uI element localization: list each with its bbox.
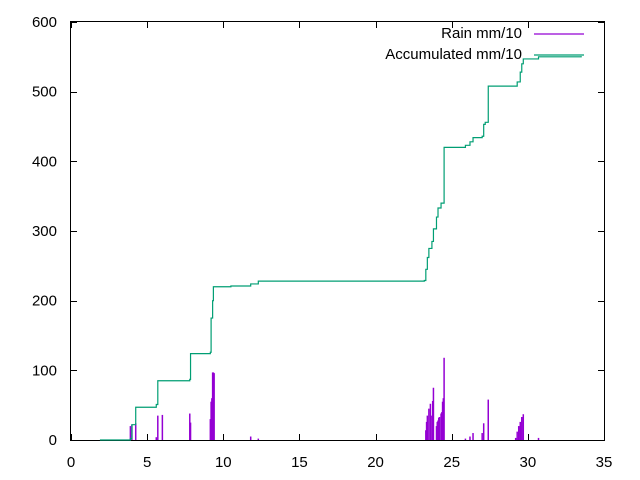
axis-ticks [71,22,605,441]
plot-frame [70,21,605,441]
y-tick-label: 400 [32,153,57,170]
x-tick-label: 35 [596,454,613,471]
axis-tick-labels: 0 5 10 15 20 25 30 35 0 100 200 300 400 500 600 [32,14,612,471]
legend-label-rain: Rain mm/10 [441,25,522,42]
y-tick-label: 300 [32,223,57,240]
rain-series [129,357,540,440]
x-tick-label: 30 [520,454,537,471]
x-tick-label: 0 [67,454,75,471]
x-tick-label: 20 [367,454,384,471]
legend: Rain mm/10 Accumulated mm/10 [385,25,584,63]
legend-label-accumulated: Accumulated mm/10 [385,46,522,63]
y-tick-label: 600 [32,14,57,31]
x-tick-label: 5 [143,454,151,471]
accumulated-series-line [99,56,582,441]
y-tick-label: 200 [32,293,57,310]
y-tick-label: 500 [32,84,57,101]
x-tick-label: 25 [443,454,460,471]
y-tick-label: 100 [32,362,57,379]
y-tick-label: 0 [49,432,57,449]
x-tick-label: 15 [291,454,308,471]
x-tick-label: 10 [215,454,232,471]
